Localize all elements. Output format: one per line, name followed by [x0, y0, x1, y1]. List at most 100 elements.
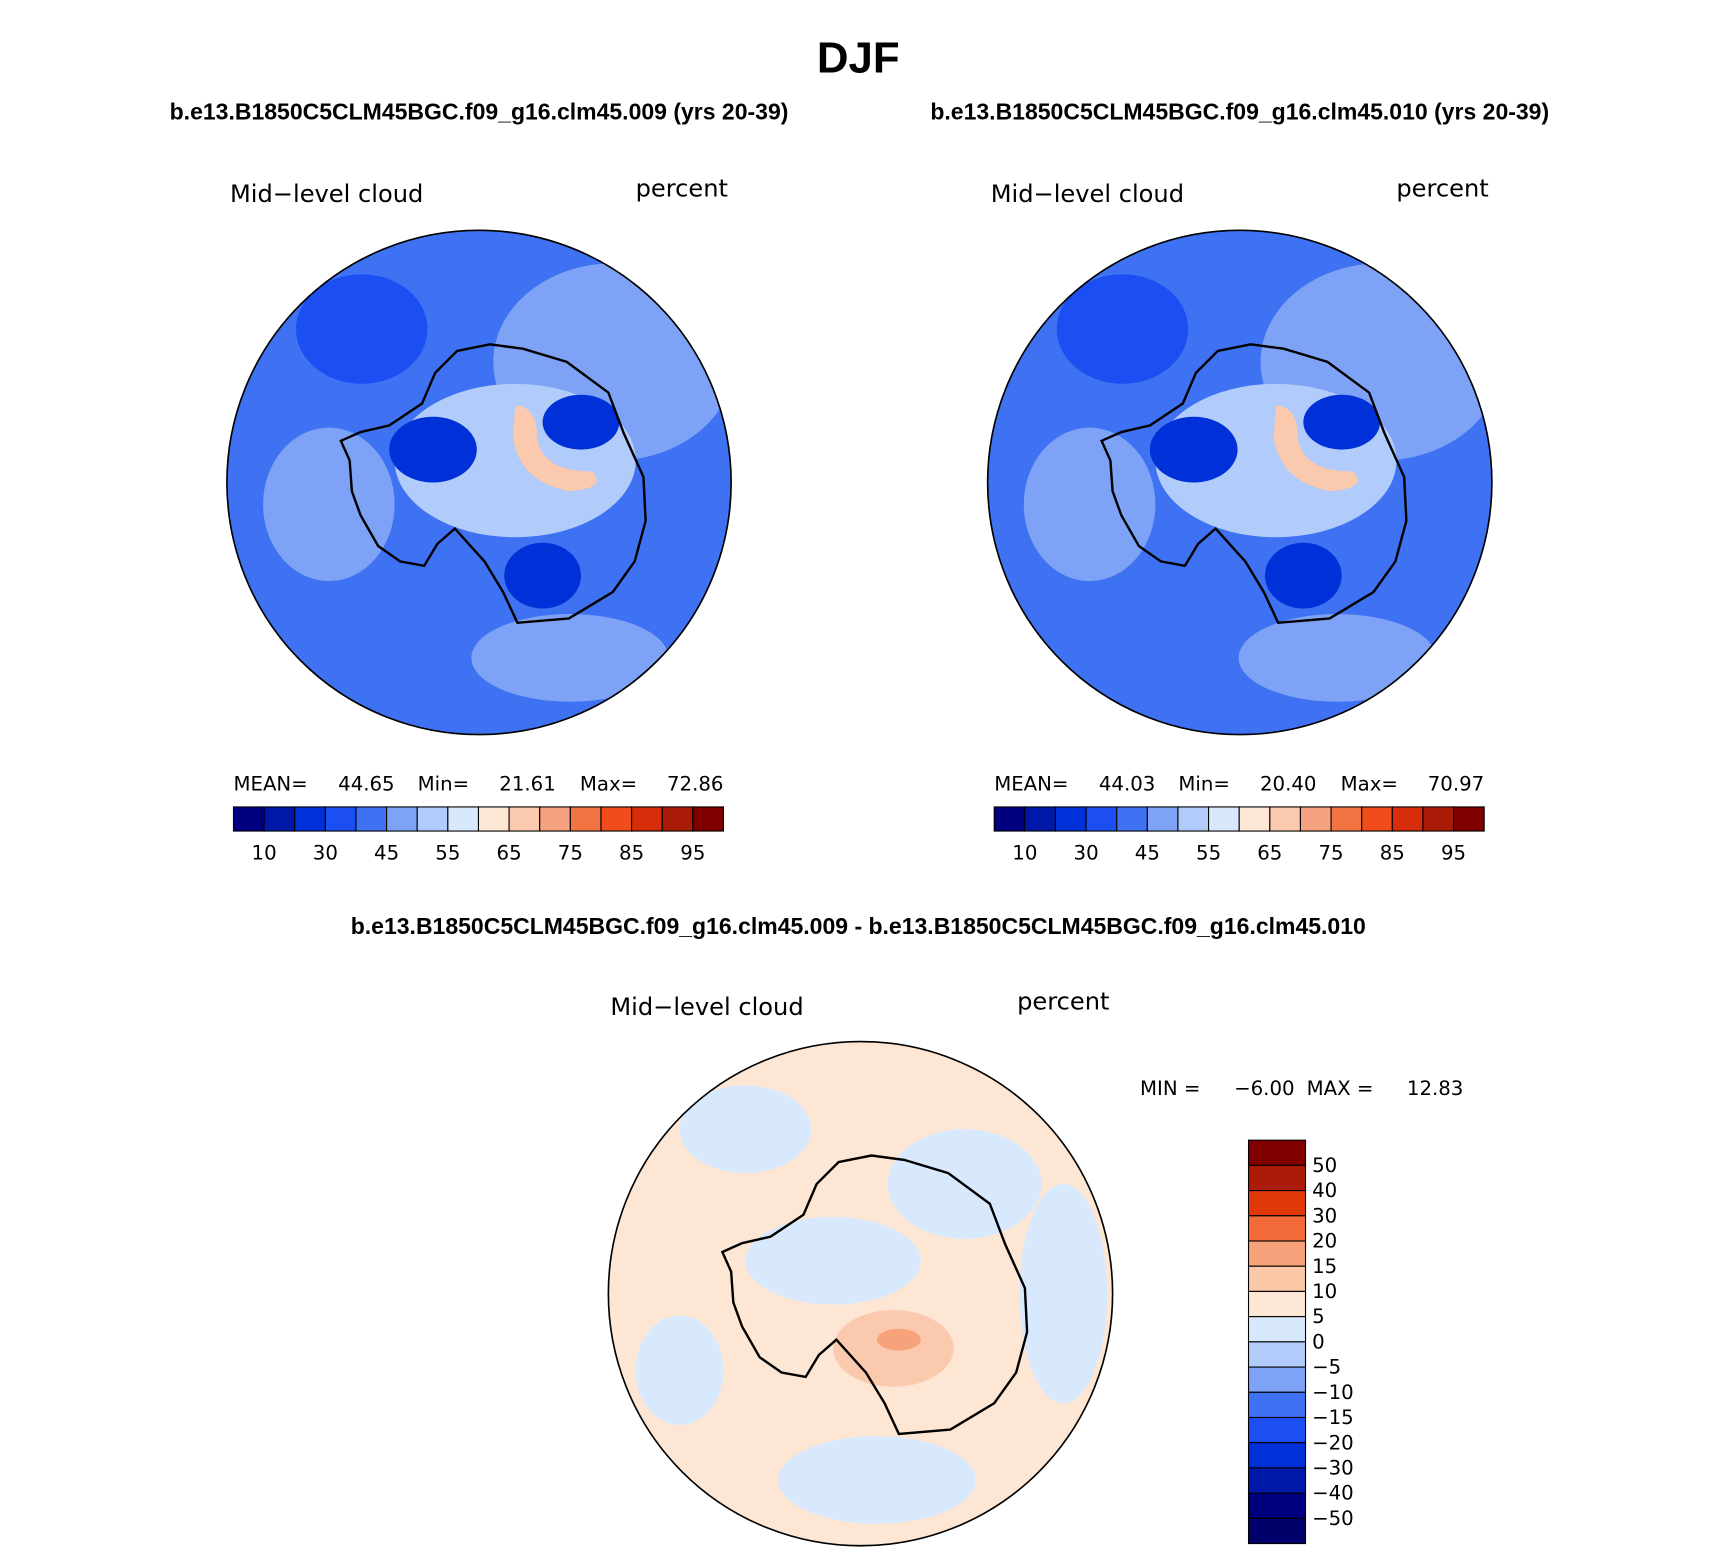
- colorbar-label: 15: [1312, 1255, 1337, 1278]
- colorbar-label: 0: [1312, 1330, 1325, 1353]
- colorbar-label: 85: [1380, 842, 1405, 865]
- colorbar-box: [355, 806, 388, 832]
- stat-label: MEAN=: [994, 772, 1068, 795]
- colorbar-box: [1422, 806, 1455, 832]
- map-border: [226, 229, 732, 736]
- colorbar-box: [416, 806, 449, 832]
- stat-value: 12.83: [1407, 1077, 1463, 1100]
- colorbar-box: [1247, 1316, 1307, 1343]
- colorbar-box: [1247, 1492, 1307, 1519]
- colorbar-label: −30: [1312, 1456, 1354, 1479]
- colorbar-box: [477, 806, 510, 832]
- title: DJF: [817, 34, 900, 83]
- colorbar-label: 75: [558, 842, 583, 865]
- stat-value: −6.00: [1234, 1077, 1294, 1100]
- colorbar-box: [1247, 1190, 1307, 1217]
- colorbar-box: [1247, 1265, 1307, 1292]
- colorbar-box: [1247, 1341, 1307, 1368]
- colorbar-label: 45: [374, 842, 399, 865]
- stat-label: Max=: [1341, 772, 1398, 795]
- panel-heading: b.e13.B1850C5CLM45BGC.f09_g16.clm45.009 …: [170, 99, 789, 125]
- colorbar-box: [1247, 1164, 1307, 1192]
- map-border: [607, 1040, 1114, 1547]
- variable-label: Mid−level cloud: [991, 180, 1184, 208]
- colorbar-box: [569, 806, 602, 832]
- colorbar-label: −15: [1312, 1406, 1354, 1429]
- colorbar-box: [1024, 806, 1057, 832]
- map-border: [986, 229, 1493, 736]
- colorbar-box: [1177, 806, 1210, 832]
- colorbar-label: −50: [1312, 1507, 1354, 1530]
- colorbar-label: 95: [680, 842, 705, 865]
- colorbar-label: 75: [1319, 842, 1344, 865]
- colorbar-label: −10: [1312, 1381, 1354, 1404]
- stat-value: 70.97: [1428, 772, 1484, 795]
- stat-value: 21.61: [499, 772, 555, 795]
- stat-label: Max=: [580, 772, 637, 795]
- colorbar-label: 55: [1196, 842, 1221, 865]
- colorbar-label: 45: [1135, 842, 1160, 865]
- colorbar-label: −40: [1312, 1482, 1354, 1505]
- colorbar-label: 10: [1012, 842, 1037, 865]
- units-label: percent: [1017, 988, 1109, 1016]
- colorbar-label: 30: [1312, 1204, 1337, 1227]
- colorbar-box: [324, 806, 357, 832]
- colorbar-box: [1247, 1467, 1307, 1494]
- colorbar-label: 85: [619, 842, 644, 865]
- colorbar-label: 55: [435, 842, 460, 865]
- colorbar-box: [1247, 1139, 1307, 1166]
- colorbar-box: [1238, 806, 1271, 832]
- colorbar-box: [508, 806, 541, 832]
- colorbar-box: [1247, 1391, 1307, 1419]
- colorbar-box: [539, 806, 571, 832]
- colorbar-box: [1453, 806, 1485, 832]
- map: [226, 230, 732, 735]
- colorbar-box: [1247, 1290, 1307, 1318]
- colorbar-box: [1247, 1442, 1307, 1469]
- colorbar-box: [1247, 1215, 1307, 1242]
- colorbar-label: 5: [1312, 1305, 1325, 1328]
- colorbar-box: [1299, 806, 1332, 832]
- colorbar-box: [1361, 806, 1393, 832]
- stat-label: Min=: [418, 772, 470, 795]
- stat-value: 72.86: [667, 772, 723, 795]
- stat-value: 20.40: [1260, 772, 1316, 795]
- stat-value: 44.03: [1099, 772, 1155, 795]
- map: [987, 230, 1492, 735]
- colorbar-label: 30: [313, 842, 338, 865]
- colorbar-box: [1116, 806, 1148, 832]
- colorbar-box: [1391, 806, 1424, 832]
- colorbar-box: [692, 806, 725, 832]
- colorbar-box: [447, 806, 480, 832]
- colorbar-label: 95: [1441, 842, 1466, 865]
- stat-label: MAX =: [1307, 1077, 1374, 1100]
- variable-label: Mid−level cloud: [610, 993, 803, 1021]
- colorbar-box: [263, 806, 296, 832]
- colorbar-box: [1085, 806, 1118, 832]
- panel-heading: b.e13.B1850C5CLM45BGC.f09_g16.clm45.009 …: [351, 913, 1366, 939]
- variable-label: Mid−level cloud: [230, 180, 423, 208]
- colorbar-label: 40: [1312, 1179, 1337, 1202]
- panel-heading: b.e13.B1850C5CLM45BGC.f09_g16.clm45.010 …: [930, 99, 1549, 125]
- stat-label: Min=: [1178, 772, 1230, 795]
- units-label: percent: [1396, 174, 1488, 202]
- colorbar-box: [1146, 806, 1179, 832]
- colorbar-box: [1330, 806, 1363, 832]
- map: [608, 1041, 1113, 1546]
- stat-label: MIN =: [1140, 1077, 1200, 1100]
- colorbar-label: 20: [1312, 1230, 1337, 1253]
- colorbar-box: [386, 806, 418, 832]
- colorbar-box: [1269, 806, 1301, 832]
- colorbar-box: [600, 806, 633, 832]
- colorbar-label: −5: [1312, 1356, 1341, 1379]
- colorbar-label: 65: [1257, 842, 1282, 865]
- colorbar-label: −20: [1312, 1431, 1354, 1454]
- colorbar-box: [232, 806, 265, 832]
- colorbar-box: [1208, 806, 1240, 832]
- colorbar-box: [1247, 1366, 1307, 1393]
- colorbar-box: [1247, 1416, 1307, 1444]
- colorbar-label: 10: [252, 842, 277, 865]
- colorbar-label: 30: [1074, 842, 1099, 865]
- colorbar-box: [1247, 1240, 1307, 1267]
